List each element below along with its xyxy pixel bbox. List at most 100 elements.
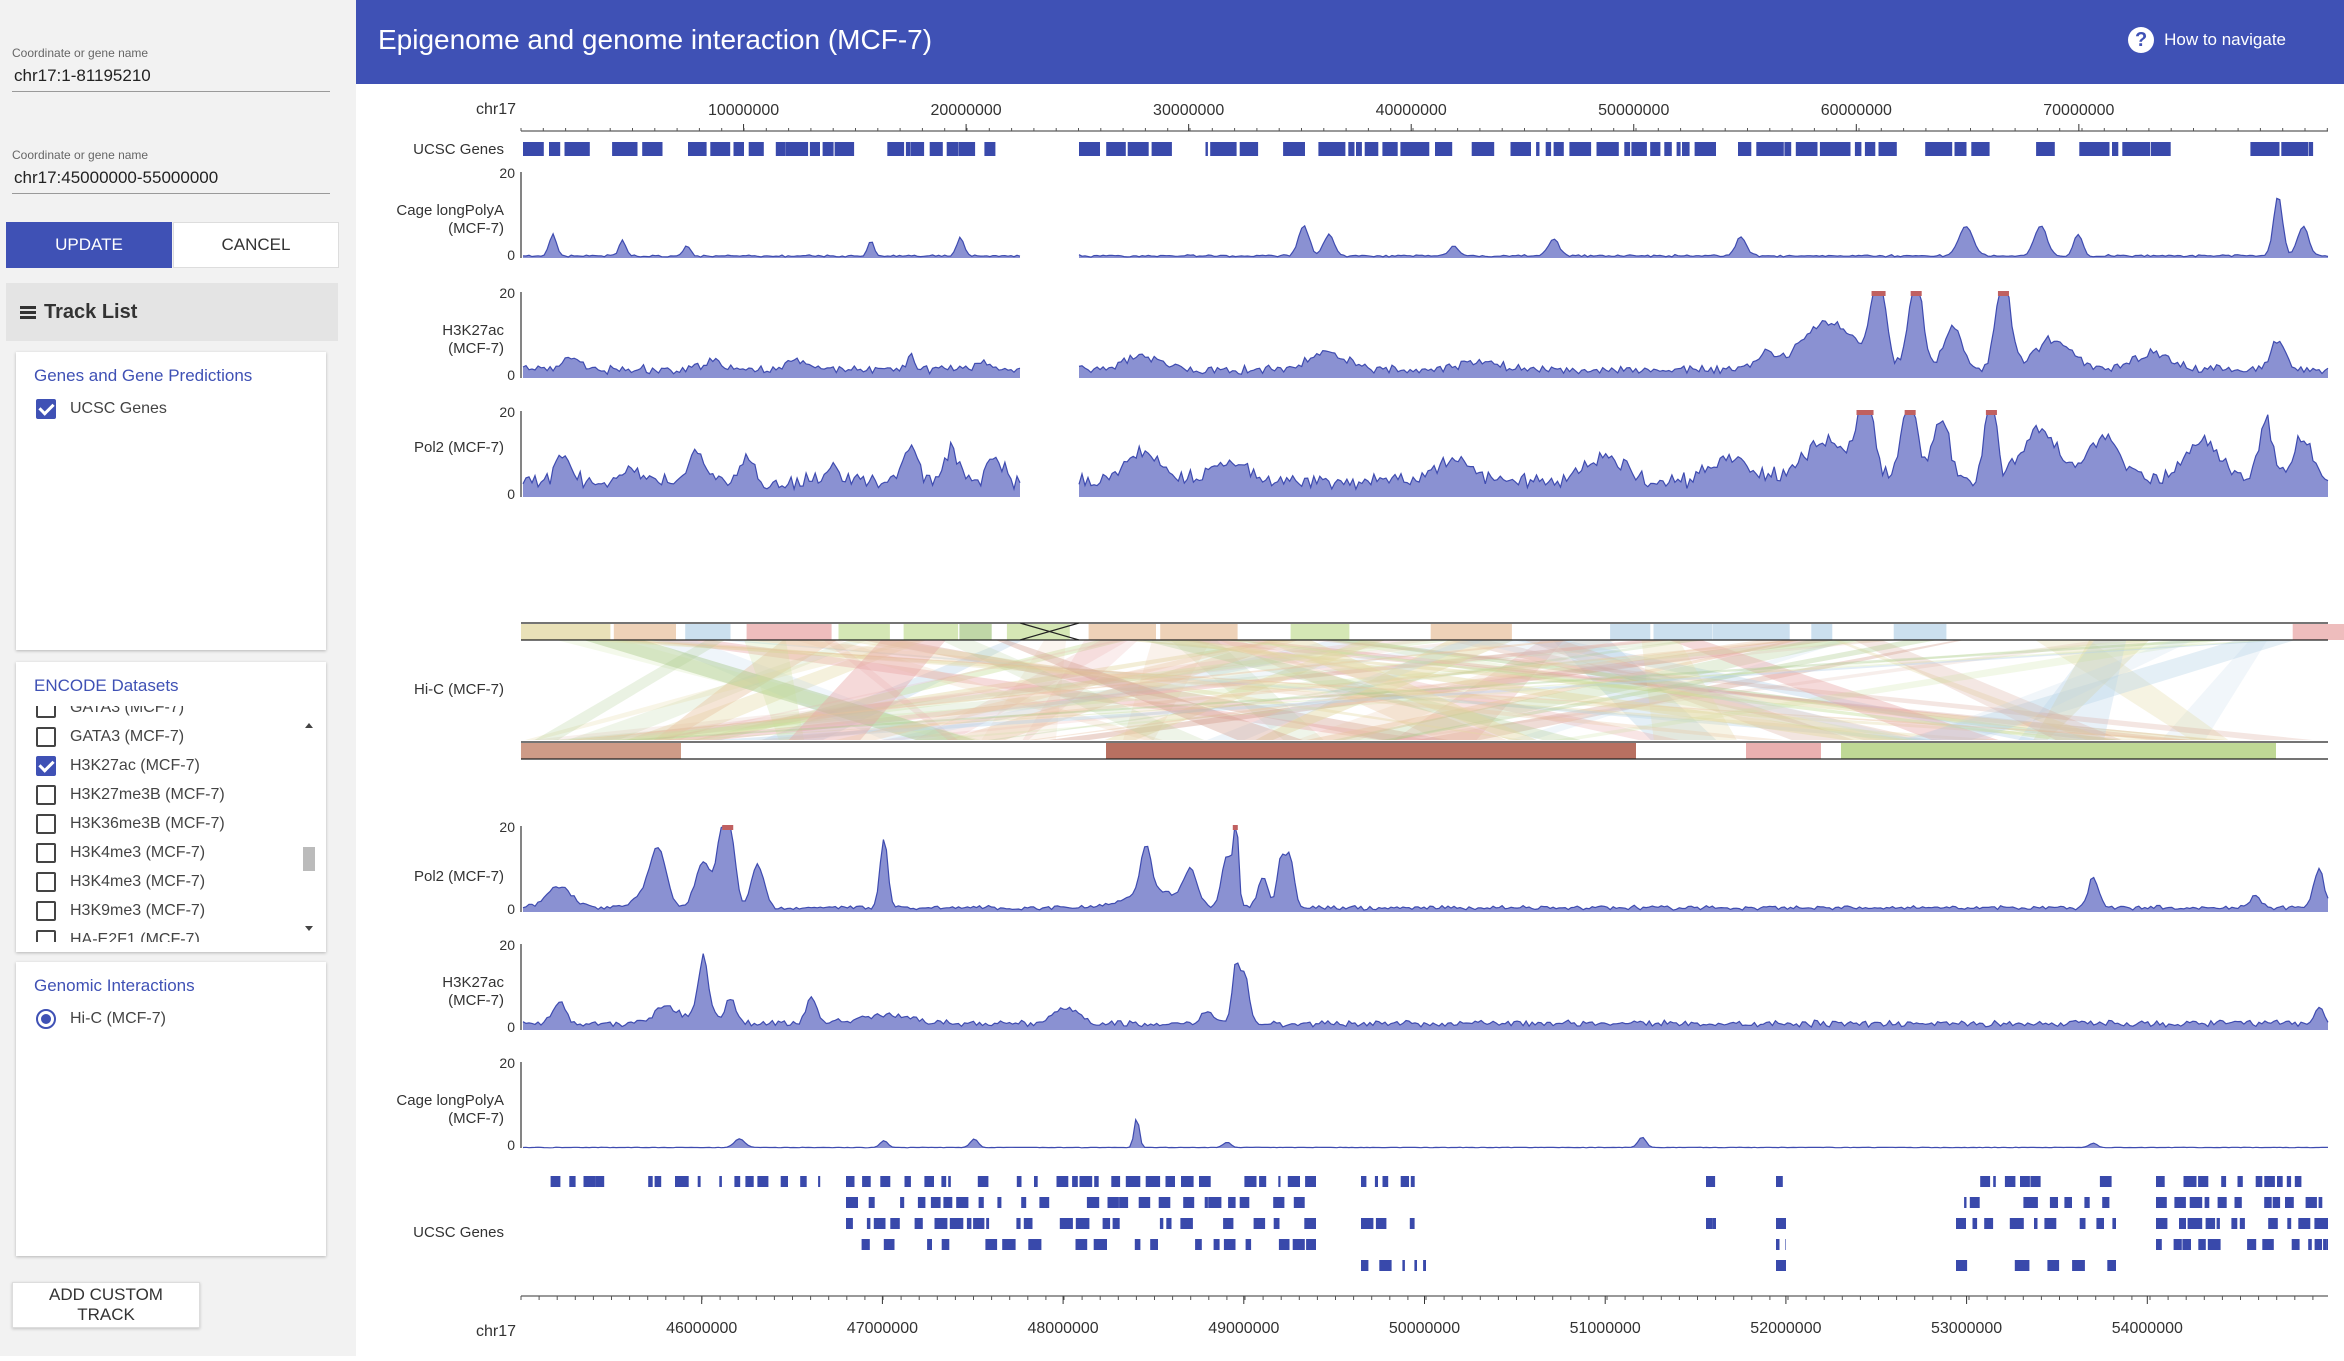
track-item-gata3[interactable]: GATA3 (MCF-7) [16,722,296,751]
hic-interaction-ribbon [788,640,1524,740]
hic-interaction-ribbon [1140,640,1581,740]
genome-browser[interactable]: chr17 10000000 20000000 30000000 40000000 500… [356,84,2344,1356]
scrollbar-thumb[interactable] [303,847,315,871]
genome-browser-canvas[interactable]: chr17 10000000 20000000 30000000 40000000 500… [356,84,2344,1356]
gene-block [1956,1260,1968,1271]
checkbox-icon[interactable] [36,706,56,718]
gene-block [1159,1218,1164,1229]
gene-block [1776,1176,1783,1187]
gene-block [1028,1239,1042,1250]
gene-block [1361,1260,1369,1271]
gene-block [549,142,561,156]
encode-track-list[interactable]: GATA3 (MCF-7) GATA3 (MCF-7) H3K27ac (MCF… [16,706,296,942]
hic-interaction-ribbon [1255,640,1515,740]
track-item-gata3[interactable]: GATA3 (MCF-7) [16,706,296,722]
gene-block [822,142,834,156]
gene-block [780,1176,788,1187]
gene-block [1283,142,1305,156]
question-circle-icon[interactable]: ? [2128,27,2155,53]
gene-block [1223,1239,1236,1250]
gene-block [1127,142,1149,156]
encode-list-scrollbar[interactable] [300,712,318,942]
gene-block [1180,1218,1193,1229]
gene-block [2084,1197,2090,1208]
gene-block [2049,1197,2058,1208]
scroll-down-arrow-icon[interactable] [305,926,313,931]
group-genes: Genes and Gene Predictions UCSC Genes [16,352,326,650]
hic-interaction-ribbon [525,640,925,740]
checkbox-icon[interactable] [36,784,56,805]
track-item-h3k36me3b[interactable]: H3K36me3B (MCF-7) [16,809,296,838]
gene-block [1776,1239,1780,1250]
gene-block [1183,1197,1195,1208]
gene-block [1119,1197,1129,1208]
gene-block [1002,1239,1016,1250]
saturation-marker [1868,410,1874,415]
scroll-up-arrow-icon[interactable] [305,723,313,728]
hic-track [521,622,2344,760]
checkbox-icon[interactable] [36,842,56,863]
hic-interaction-ribbon [914,640,1130,740]
track-item-h3k4me3[interactable]: H3K4me3 (MCF-7) [16,867,296,896]
gene-block [1166,1218,1172,1229]
cancel-button[interactable]: CANCEL [173,222,339,268]
top-ruler-tick-label: 70000000 [2043,102,2114,119]
hic-top-bin [613,624,676,640]
gene-block [1400,142,1430,156]
gene-block [1094,1176,1099,1187]
hic-interaction-ribbon [1900,640,2296,740]
help-label[interactable]: How to navigate [2164,30,2286,49]
bottom-ruler-tick-label: 47000000 [847,1320,918,1337]
checkbox-checked-icon[interactable] [36,755,56,776]
gene-block [688,142,707,156]
help-link[interactable]: ? How to navigate [2128,27,2286,53]
gene-block [1864,142,1876,156]
update-button[interactable]: UPDATE [6,222,172,268]
gene-block [1361,1218,1374,1229]
hic-interaction-ribbon [1508,640,1850,740]
signal-area [1079,292,2328,378]
gene-block [2314,1218,2328,1229]
hic-interaction-ribbon [987,640,1705,740]
track-item-h3k27me3b[interactable]: H3K27me3B (MCF-7) [16,780,296,809]
track-item-h3k9me3[interactable]: H3K9me3 (MCF-7) [16,896,296,925]
coordinate-input-bottom[interactable] [12,162,330,194]
track-item-h3k27ac[interactable]: H3K27ac (MCF-7) [16,751,296,780]
signal-area [523,442,1020,497]
gene-block [1134,1239,1141,1250]
track-item-hic[interactable]: Hi-C (MCF-7) [16,1004,326,1033]
checkbox-checked-icon[interactable] [36,398,56,419]
checkbox-icon[interactable] [36,929,56,942]
saturation-marker [1874,291,1880,296]
track-item-ucsc-genes[interactable]: UCSC Genes [16,394,326,423]
hic-interaction-ribbon [530,640,1498,740]
checkbox-icon[interactable] [36,726,56,747]
checkbox-icon[interactable] [36,900,56,921]
saturation-marker [722,825,728,830]
gene-block [1984,1218,1994,1229]
gene-block [2107,1260,2116,1271]
coordinate-input-top[interactable] [12,60,330,92]
checkbox-icon[interactable] [36,813,56,834]
hic-interaction-ribbon [2033,640,2150,740]
gene-block [2173,1239,2182,1250]
add-custom-track-button[interactable]: ADD CUSTOM TRACK [12,1282,200,1328]
gene-block [2264,1176,2275,1187]
hic-interaction-ribbon [586,640,1437,740]
gene-block [1023,1218,1033,1229]
gene-block [1854,142,1862,156]
gene-block [2030,1176,2041,1187]
gene-block [2255,1176,2263,1187]
radio-selected-icon[interactable] [36,1008,56,1029]
signal-line [1078,291,2329,375]
gene-block [1784,142,1792,156]
coordinate-field-label: Coordinate or gene name [12,148,149,162]
track-label-bottom-0: Pol2 (MCF-7) [414,868,504,885]
track-item-ha-e2f1[interactable]: HA-E2F1 (MCF-7) [16,925,296,942]
gene-block [956,1197,969,1208]
signal-area [523,953,2328,1030]
gene-track-bottom-row [846,1197,2323,1208]
track-item-h3k4me3[interactable]: H3K4me3 (MCF-7) [16,838,296,867]
checkbox-icon[interactable] [36,871,56,892]
gene-block [1056,1176,1069,1187]
